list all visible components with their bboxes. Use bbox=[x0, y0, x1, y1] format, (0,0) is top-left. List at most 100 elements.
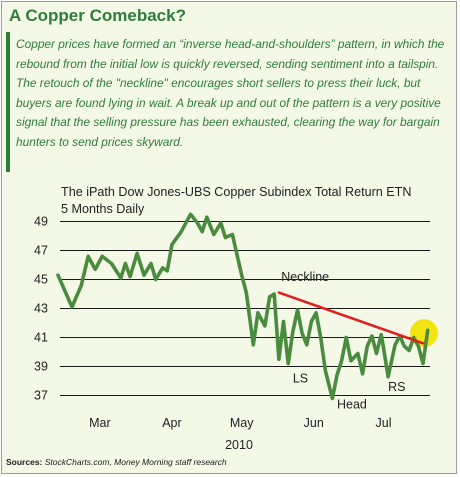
chart-grid bbox=[60, 221, 430, 396]
price-point-5 bbox=[101, 255, 103, 257]
header-block: A Copper Comeback? Copper prices have fo… bbox=[6, 6, 452, 174]
price-point-42 bbox=[320, 336, 322, 339]
price-point-36 bbox=[292, 331, 294, 333]
price-point-41 bbox=[315, 312, 317, 314]
price-point-38 bbox=[301, 332, 303, 334]
price-point-19 bbox=[196, 222, 199, 224]
chart-subtitle: 5 Months Daily bbox=[61, 202, 145, 216]
price-point-11 bbox=[143, 274, 145, 276]
price-point-52 bbox=[371, 335, 373, 337]
annotation-head: Head bbox=[337, 398, 367, 412]
figure-title: A Copper Comeback? bbox=[9, 6, 186, 25]
price-point-26 bbox=[241, 274, 243, 276]
source-text: StockCharts.com, Money Morning staff res… bbox=[44, 457, 227, 467]
price-point-18 bbox=[189, 213, 192, 215]
price-point-55 bbox=[382, 347, 385, 349]
price-point-21 bbox=[206, 216, 208, 218]
price-point-63 bbox=[422, 363, 424, 365]
price-point-62 bbox=[417, 345, 419, 347]
price-point-45 bbox=[336, 374, 338, 376]
price-point-3 bbox=[87, 255, 89, 257]
y-tick-37: 37 bbox=[34, 389, 48, 403]
x-tick-apr: Apr bbox=[162, 416, 181, 430]
price-point-1 bbox=[71, 306, 73, 308]
price-point-2 bbox=[80, 284, 82, 286]
price-point-23 bbox=[220, 222, 222, 224]
price-point-51 bbox=[366, 345, 368, 347]
pattern-overlay bbox=[277, 291, 425, 345]
price-point-17 bbox=[180, 231, 182, 233]
price-point-25 bbox=[231, 233, 233, 236]
y-tick-41: 41 bbox=[34, 331, 48, 345]
x-axis-label: 2010 bbox=[225, 438, 253, 452]
price-point-44 bbox=[331, 397, 333, 399]
price-point-22 bbox=[213, 233, 215, 236]
price-point-48 bbox=[350, 360, 352, 362]
price-point-10 bbox=[136, 252, 138, 254]
price-point-6 bbox=[110, 262, 113, 265]
price-point-53 bbox=[375, 352, 378, 355]
price-point-12 bbox=[150, 262, 152, 265]
x-tick-jun: Jun bbox=[304, 416, 324, 430]
pattern-annotations: Neckline LS Head RS bbox=[281, 270, 405, 412]
x-tick-may: May bbox=[230, 416, 254, 430]
figure-description: Copper prices have formed an “inverse he… bbox=[16, 37, 445, 149]
annotation-ls: LS bbox=[293, 371, 308, 385]
chart-title: The iPath Dow Jones-UBS Copper Subindex … bbox=[61, 185, 412, 199]
source-label: Sources: bbox=[6, 457, 43, 467]
x-axis-labels: Mar Apr May Jun Jul 2010 bbox=[89, 416, 391, 452]
price-point-13 bbox=[155, 278, 157, 281]
x-tick-jul: Jul bbox=[376, 416, 392, 430]
price-point-32 bbox=[273, 293, 275, 295]
price-point-16 bbox=[171, 244, 173, 246]
neckline bbox=[277, 291, 425, 345]
price-point-29 bbox=[257, 312, 259, 314]
price-point-35 bbox=[287, 363, 289, 365]
y-tick-49: 49 bbox=[34, 215, 48, 229]
price-point-0 bbox=[57, 274, 59, 276]
y-tick-43: 43 bbox=[34, 302, 48, 316]
y-axis-labels: 37 39 41 43 45 47 49 bbox=[34, 215, 48, 403]
price-point-46 bbox=[341, 360, 343, 362]
price-point-60 bbox=[408, 349, 410, 352]
y-tick-39: 39 bbox=[34, 360, 48, 374]
price-point-31 bbox=[269, 296, 271, 298]
y-tick-45: 45 bbox=[34, 273, 48, 287]
price-point-39 bbox=[306, 344, 308, 346]
price-point-49 bbox=[357, 352, 359, 355]
price-point-9 bbox=[129, 276, 131, 278]
price-point-14 bbox=[162, 267, 164, 269]
price-point-59 bbox=[403, 345, 405, 347]
price-point-40 bbox=[310, 320, 312, 323]
annotation-neckline: Neckline bbox=[281, 270, 329, 284]
price-point-34 bbox=[282, 320, 285, 323]
x-tick-mar: Mar bbox=[89, 416, 111, 430]
price-point-4 bbox=[94, 268, 96, 270]
y-tick-47: 47 bbox=[34, 244, 48, 258]
price-point-56 bbox=[387, 376, 389, 378]
price-point-47 bbox=[345, 336, 347, 339]
price-point-28 bbox=[252, 344, 254, 346]
price-point-50 bbox=[362, 373, 364, 375]
price-point-30 bbox=[264, 325, 266, 327]
price-point-20 bbox=[201, 231, 203, 233]
price-point-15 bbox=[166, 270, 168, 272]
price-series bbox=[56, 212, 439, 401]
price-point-57 bbox=[394, 344, 396, 346]
price-point-24 bbox=[224, 236, 226, 239]
price-point-64 bbox=[427, 329, 429, 331]
price-point-37 bbox=[296, 309, 299, 311]
price-point-7 bbox=[120, 277, 122, 279]
price-point-61 bbox=[413, 336, 415, 339]
chart-title-block: The iPath Dow Jones-UBS Copper Subindex … bbox=[61, 184, 411, 218]
price-point-27 bbox=[245, 291, 247, 294]
price-line bbox=[56, 212, 430, 401]
price-point-43 bbox=[324, 370, 326, 372]
accent-bar bbox=[6, 32, 10, 172]
price-point-8 bbox=[124, 262, 126, 265]
annotation-rs: RS bbox=[388, 380, 405, 394]
price-point-33 bbox=[278, 358, 280, 360]
price-point-54 bbox=[380, 334, 382, 336]
source-note: Sources: StockCharts.com, Money Morning … bbox=[6, 457, 227, 467]
